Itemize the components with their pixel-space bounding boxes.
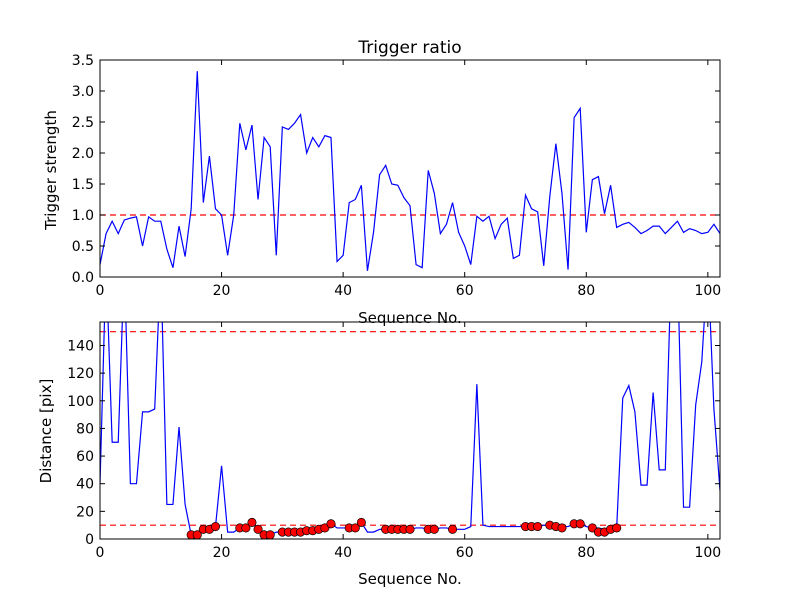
top-ytick-label: 3.0 [72, 84, 94, 100]
top-ytick-label: 0.0 [72, 270, 94, 286]
bottom-marker-point [192, 530, 202, 539]
bottom-ytick-label: 80 [76, 421, 94, 437]
top-series-line-0 [100, 71, 720, 271]
bottom-marker-point [241, 523, 251, 533]
bottom-marker-point [265, 530, 275, 539]
top-xtick-label: 0 [96, 283, 105, 299]
bottom-ytick-label: 100 [67, 394, 94, 410]
bottom-chart-ylabel: Distance [pix] [37, 379, 55, 484]
top-xtick-label: 40 [334, 283, 352, 299]
bottom-ytick-label: 40 [76, 477, 94, 493]
bottom-marker-point [447, 524, 458, 534]
bottom-marker-point [557, 523, 567, 533]
bottom-ytick-label: 0 [85, 532, 94, 548]
bottom-ytick-label: 140 [67, 338, 94, 354]
bottom-xtick-label: 100 [694, 545, 721, 561]
top-ytick-label: 1.0 [72, 208, 94, 224]
bottom-chart-xlabel: Sequence No. [358, 570, 462, 588]
bottom-marker-point [356, 517, 366, 527]
bottom-marker-point [253, 524, 263, 534]
bottom-marker-point [429, 524, 439, 534]
top-chart-ylabel: Trigger strength [42, 110, 60, 231]
bottom-xtick-label: 80 [577, 545, 595, 561]
bottom-xtick-label: 60 [456, 545, 474, 561]
top-ytick-label: 2.5 [72, 115, 94, 131]
top-xtick-label: 60 [456, 283, 474, 299]
top-xtick-label: 80 [577, 283, 595, 299]
top-ytick-label: 0.5 [72, 239, 94, 255]
top-xtick-label: 100 [694, 283, 721, 299]
top-xtick-label: 20 [213, 283, 231, 299]
bottom-marker-point [533, 522, 543, 532]
top-ytick-label: 3.5 [72, 53, 94, 69]
bottom-marker-point [350, 523, 360, 533]
top-chart-title: Trigger ratio [357, 38, 461, 58]
bottom-marker-point [210, 522, 221, 532]
bottom-ytick-label: 120 [67, 366, 94, 382]
bottom-marker-point [612, 523, 622, 533]
top-plot-frame [99, 59, 721, 278]
bottom-xtick-label: 0 [96, 545, 105, 561]
bottom-marker-point [575, 519, 585, 529]
bottom-marker-point [326, 519, 336, 529]
bottom-ytick-label: 20 [76, 504, 94, 520]
top-ytick-label: 2.0 [72, 146, 94, 162]
top-chart-xlabel: Sequence No. [358, 309, 462, 327]
top-ytick-label: 1.5 [72, 177, 94, 193]
bottom-xtick-label: 20 [213, 545, 231, 561]
bottom-marker-point [247, 517, 257, 527]
bottom-series-line-0 [100, 322, 720, 536]
bottom-plot-frame [99, 321, 721, 540]
bottom-chart-plot-area: 0 20 40 60 80 100 0 20 40 60 80 100 120 140 [67, 321, 721, 561]
bottom-marker-point [405, 524, 415, 534]
top-chart-plot-area: 0 20 40 60 80 100 0.0 0.5 1.0 1.5 2.0 2.5 3.0 3.5 [72, 53, 721, 299]
bottom-xtick-label: 40 [334, 545, 352, 561]
bottom-ytick-label: 60 [76, 449, 94, 465]
